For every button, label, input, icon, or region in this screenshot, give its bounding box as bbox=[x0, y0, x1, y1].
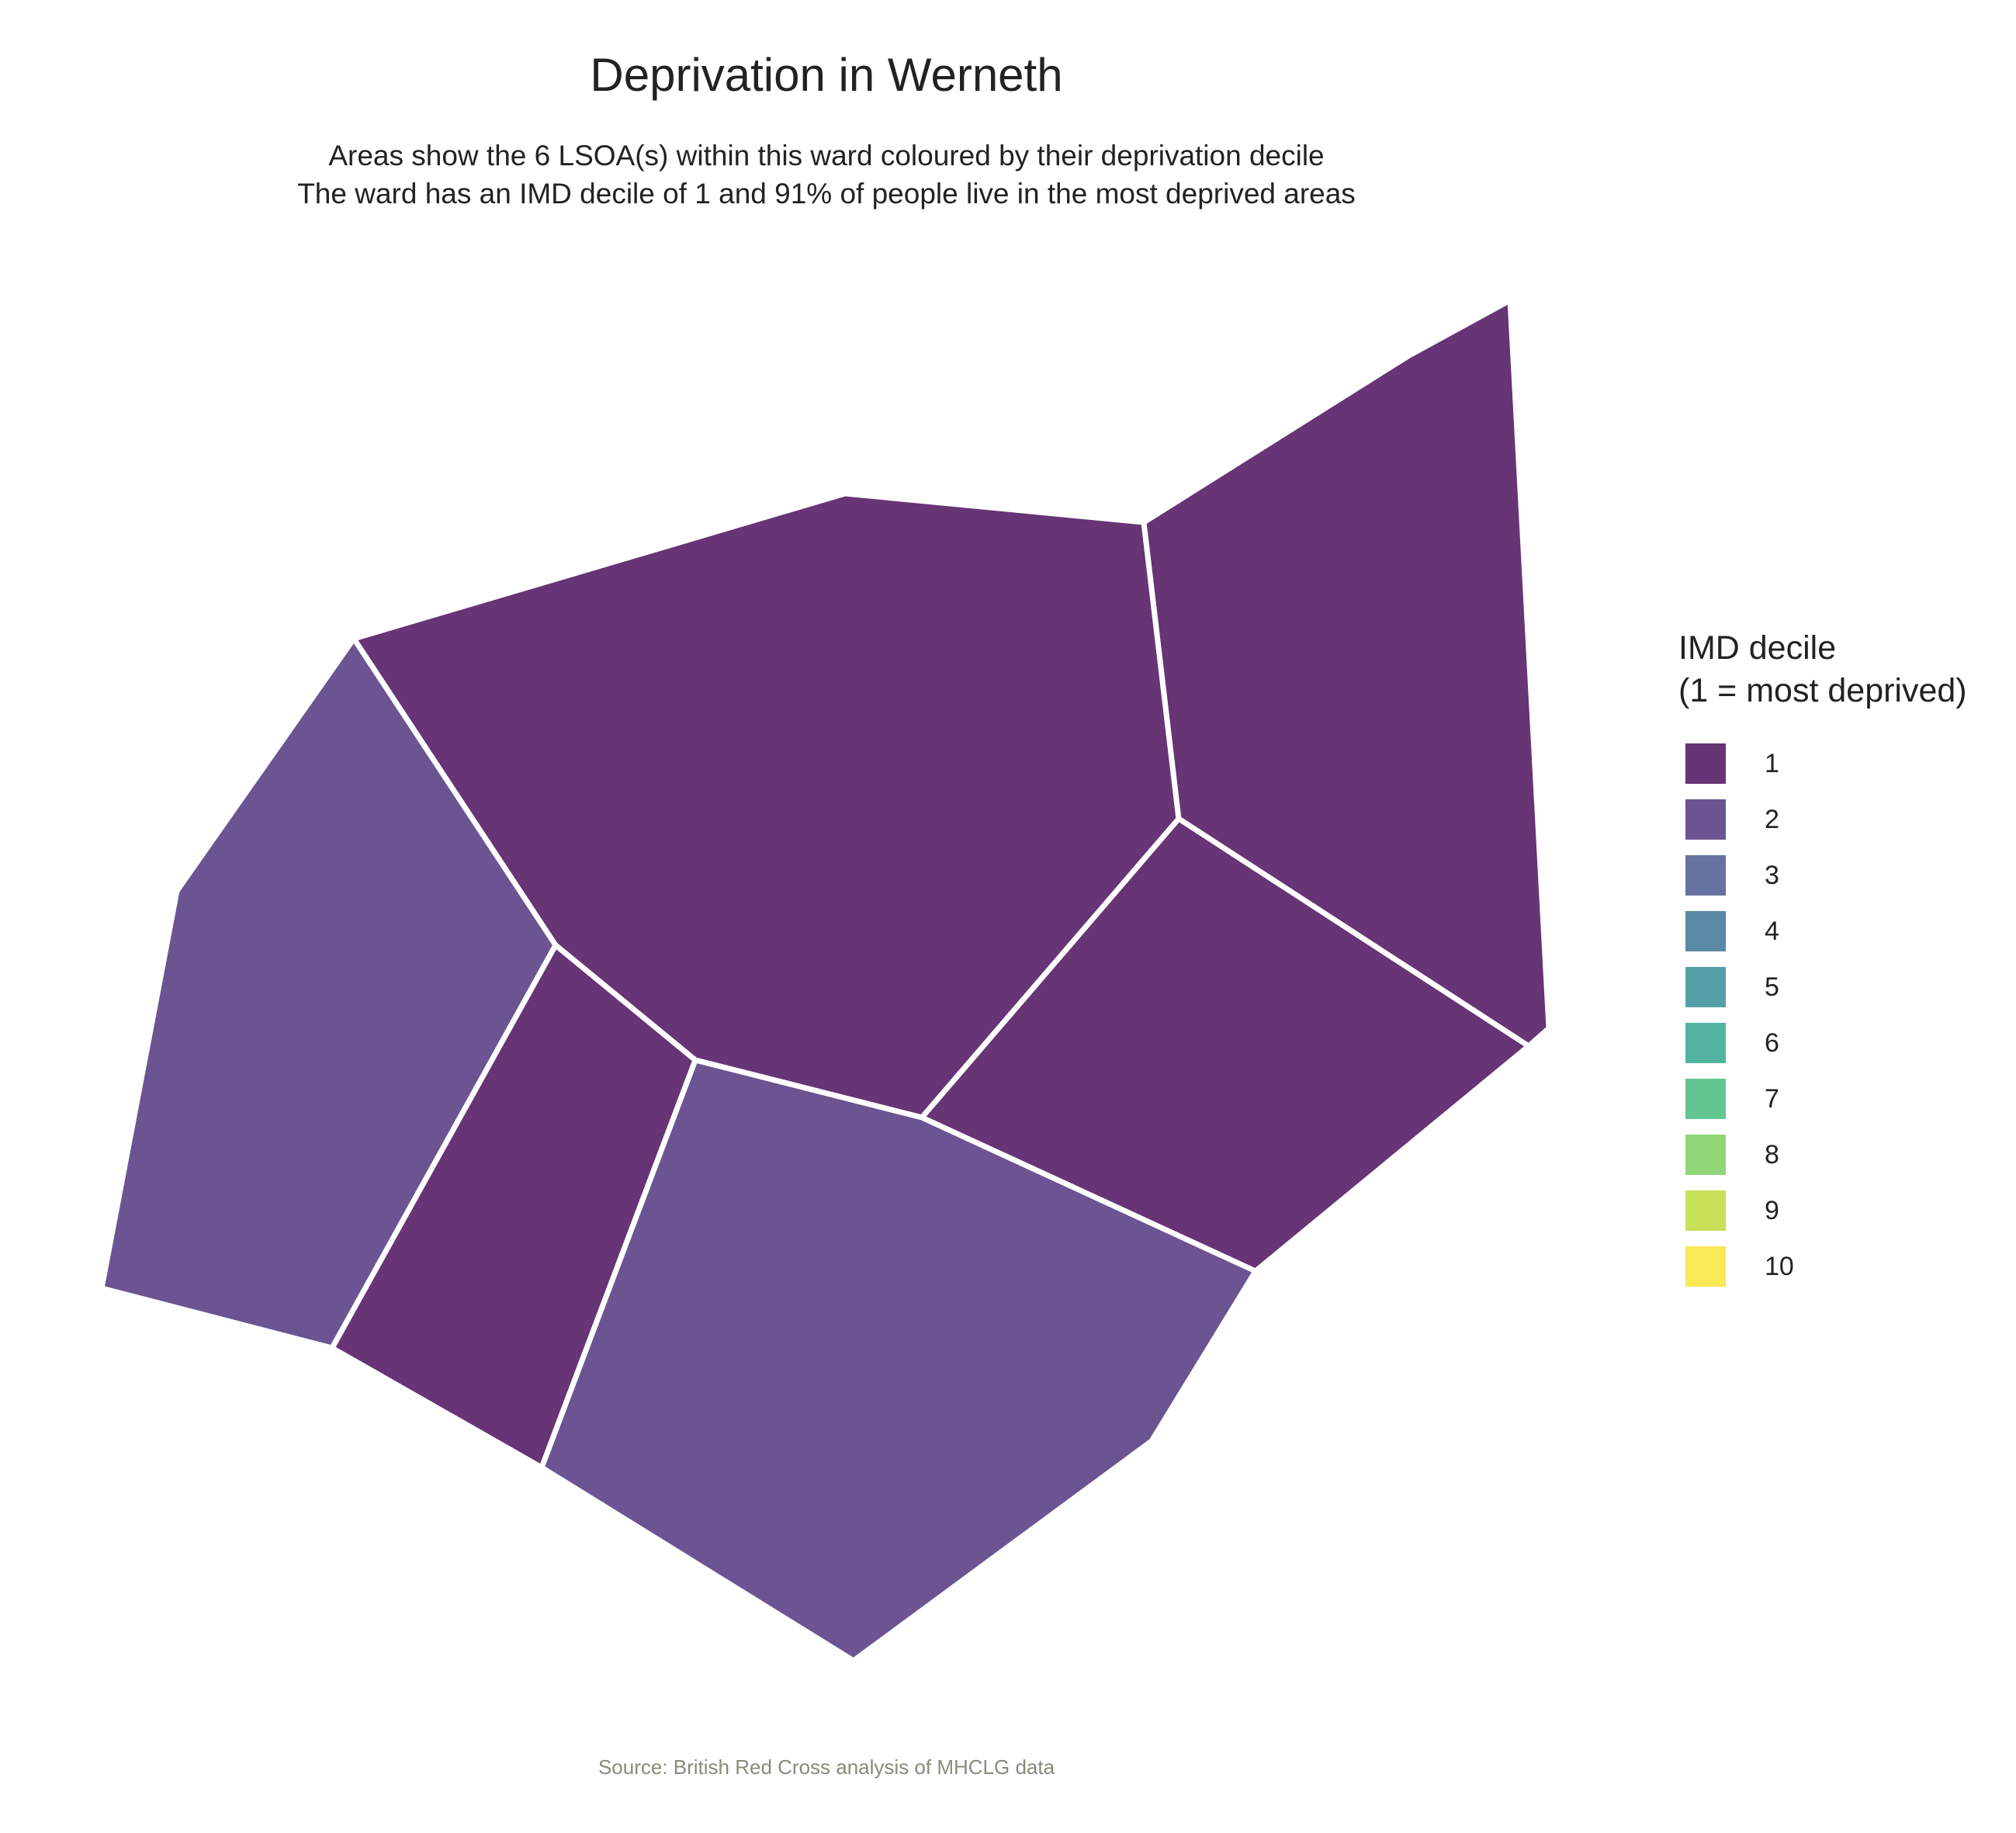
legend-item-7: 7 bbox=[1678, 1071, 2004, 1127]
legend-item-1: 1 bbox=[1678, 736, 2004, 792]
legend-item-3: 3 bbox=[1678, 847, 2004, 903]
legend-swatch-7 bbox=[1685, 1079, 1726, 1119]
legend-label-2: 2 bbox=[1765, 804, 1779, 834]
legend-item-5: 5 bbox=[1678, 959, 2004, 1015]
legend-label-4: 4 bbox=[1765, 916, 1779, 946]
legend-label-3: 3 bbox=[1765, 860, 1779, 890]
legend-swatch-2 bbox=[1685, 799, 1726, 840]
legend-label-5: 5 bbox=[1765, 972, 1779, 1002]
legend-swatch-8 bbox=[1685, 1135, 1726, 1175]
legend-title-line-1: IMD decile bbox=[1678, 629, 1837, 667]
legend-item-4: 4 bbox=[1678, 903, 2004, 959]
legend-item-10: 10 bbox=[1678, 1239, 2004, 1294]
legend-item-2: 2 bbox=[1678, 792, 2004, 847]
map-title: Deprivation in Werneth bbox=[590, 49, 1063, 101]
legend-title-line-2: (1 = most deprived) bbox=[1678, 672, 1967, 709]
legend-label-9: 9 bbox=[1765, 1195, 1779, 1225]
map-subtitle: Areas show the 6 LSOA(s) within this war… bbox=[0, 137, 1653, 213]
subtitle-line-1: Areas show the 6 LSOA(s) within this war… bbox=[328, 140, 1325, 172]
legend-swatch-10 bbox=[1685, 1246, 1726, 1287]
subtitle-line-2: The ward has an IMD decile of 1 and 91% … bbox=[297, 178, 1356, 210]
legend-item-9: 9 bbox=[1678, 1183, 2004, 1239]
legend: IMD decile (1 = most deprived) 1 2 3 4 5 6 7 8 9… bbox=[1678, 627, 2004, 1294]
legend-label-7: 7 bbox=[1765, 1083, 1779, 1114]
legend-label-10: 10 bbox=[1765, 1251, 1794, 1281]
legend-swatch-6 bbox=[1685, 1023, 1726, 1063]
area-west[interactable] bbox=[99, 636, 559, 1351]
legend-label-6: 6 bbox=[1765, 1027, 1779, 1058]
legend-title: IMD decile (1 = most deprived) bbox=[1678, 627, 2004, 712]
area-south-west-strip[interactable] bbox=[329, 942, 698, 1471]
legend-item-6: 6 bbox=[1678, 1015, 2004, 1071]
legend-swatch-9 bbox=[1685, 1190, 1726, 1231]
legend-swatch-5 bbox=[1685, 967, 1726, 1007]
legend-items: 1 2 3 4 5 6 7 8 9 10 bbox=[1678, 736, 2004, 1294]
source-caption: Source: British Red Cross analysis of MH… bbox=[598, 1755, 1055, 1779]
legend-swatch-1 bbox=[1685, 743, 1726, 784]
legend-label-8: 8 bbox=[1765, 1139, 1779, 1169]
legend-swatch-4 bbox=[1685, 911, 1726, 951]
legend-label-1: 1 bbox=[1765, 748, 1779, 778]
legend-swatch-3 bbox=[1685, 855, 1726, 896]
legend-item-8: 8 bbox=[1678, 1127, 2004, 1183]
